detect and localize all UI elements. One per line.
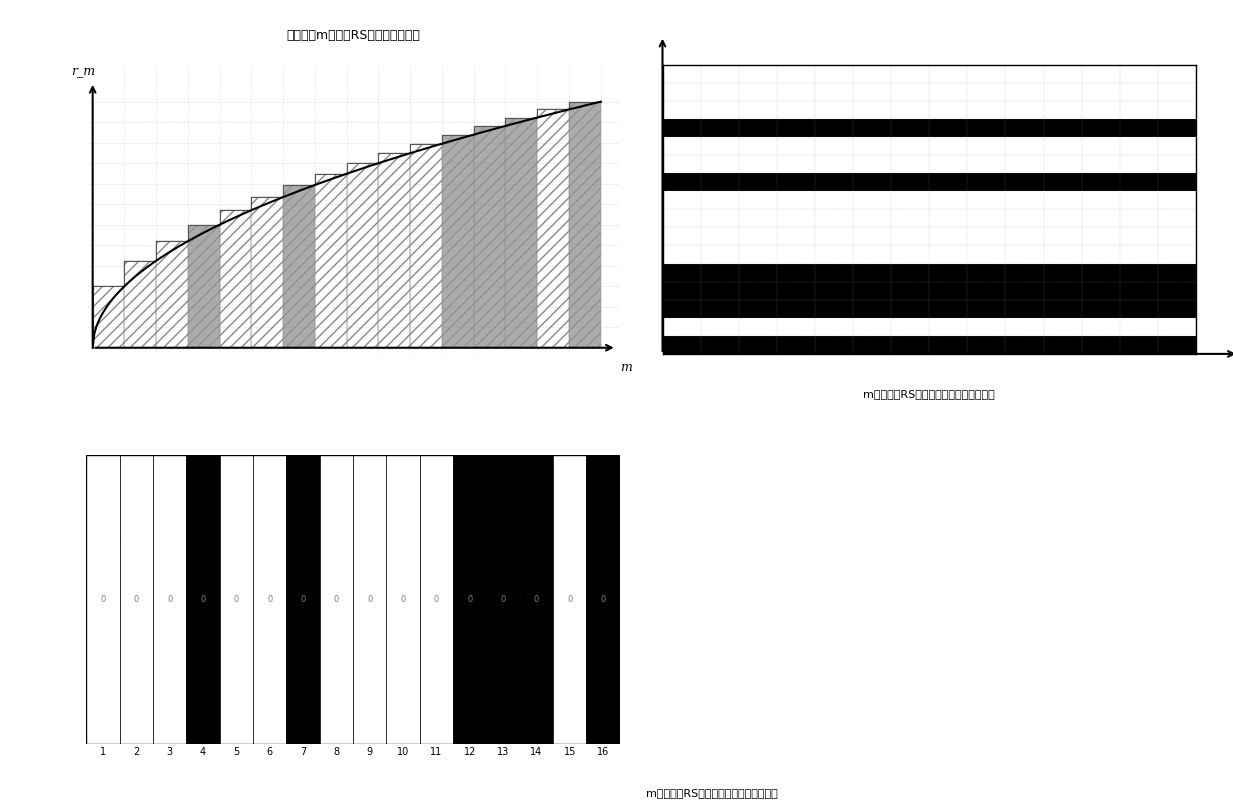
Text: 0: 0 [401, 595, 406, 604]
Text: r_m: r_m [72, 64, 95, 77]
Bar [520, 455, 554, 744]
Bar [419, 455, 453, 744]
Bar [662, 83, 1196, 101]
Text: （与序数m对应的RS波带片的半径）: （与序数m对应的RS波带片的半径） [286, 28, 420, 41]
Bar [662, 318, 1196, 336]
Text: 0: 0 [234, 595, 239, 604]
Bar [662, 227, 1196, 245]
Bar [662, 119, 1196, 137]
Text: 0: 0 [367, 595, 372, 604]
Bar [662, 210, 1196, 227]
Bar [554, 455, 587, 744]
Text: 0: 0 [133, 595, 139, 604]
Bar [219, 455, 253, 744]
Bar [662, 245, 1196, 264]
Text: 0: 0 [600, 595, 605, 604]
Bar [662, 173, 1196, 191]
Text: 0: 0 [467, 595, 472, 604]
Bar [568, 102, 600, 348]
Bar [253, 455, 286, 744]
Bar [587, 455, 620, 744]
Bar [386, 455, 419, 744]
Text: 0: 0 [334, 595, 339, 604]
Bar [538, 109, 568, 348]
Bar [506, 117, 538, 348]
Text: 0: 0 [201, 595, 206, 604]
Bar [252, 197, 284, 348]
Bar [441, 134, 473, 348]
Bar [662, 65, 1196, 83]
Text: 0: 0 [434, 595, 439, 604]
Text: 0: 0 [301, 595, 306, 604]
Bar [314, 174, 346, 348]
Text: 0: 0 [268, 595, 272, 604]
Bar [473, 126, 506, 348]
Text: 0: 0 [567, 595, 572, 604]
Bar [379, 153, 411, 348]
Text: m（第四级RS序列中字母所对应的序数）: m（第四级RS序列中字母所对应的序数） [863, 388, 995, 399]
Bar [662, 191, 1196, 210]
Bar [86, 455, 120, 744]
Text: 0: 0 [166, 595, 173, 604]
Text: 0: 0 [534, 595, 539, 604]
Bar [346, 163, 379, 348]
Bar [662, 282, 1196, 299]
Bar [284, 185, 314, 348]
Bar [662, 137, 1196, 155]
Bar [219, 210, 252, 348]
Bar [487, 455, 520, 744]
Bar [120, 455, 153, 744]
Bar [353, 455, 386, 744]
Bar [92, 286, 125, 348]
Bar [186, 455, 219, 744]
Bar [319, 455, 353, 744]
Bar [662, 101, 1196, 119]
Text: 0: 0 [501, 595, 506, 604]
Bar [662, 264, 1196, 282]
Bar [662, 336, 1196, 354]
Bar [411, 144, 441, 348]
Bar [125, 260, 157, 348]
Bar [453, 455, 487, 744]
Bar [153, 455, 186, 744]
Bar [286, 455, 319, 744]
Text: m: m [620, 361, 631, 374]
Bar [157, 241, 187, 348]
Bar [662, 155, 1196, 173]
Bar [662, 299, 1196, 318]
Bar [187, 225, 219, 348]
Text: m（第四级RS序列中字母所对应的序数）: m（第四级RS序列中字母所对应的序数） [646, 788, 778, 798]
Text: 0: 0 [100, 595, 106, 604]
